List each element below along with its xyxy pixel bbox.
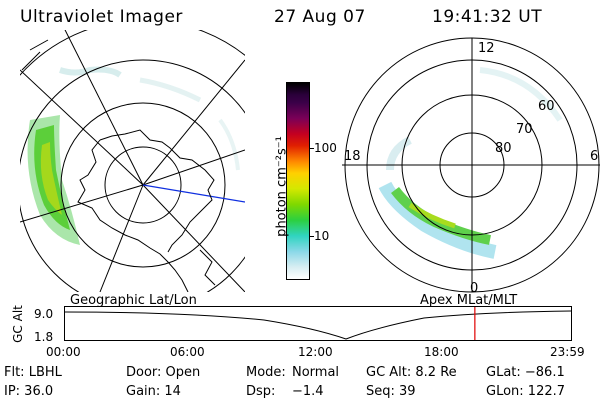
- geographic-map: [20, 30, 245, 292]
- mlat-label-80: 80: [495, 141, 512, 156]
- altitude-curve: [64, 310, 572, 340]
- alt-tick-9: 9.0: [34, 307, 54, 321]
- mode-value: Normal: [292, 365, 340, 380]
- mlt-label-18: 18: [344, 149, 361, 164]
- mlat-label-60: 60: [538, 99, 555, 114]
- colorbar-unit-label: photon cm⁻²s⁻¹: [274, 136, 290, 237]
- colorbar: [286, 82, 310, 280]
- antarctica-coastline: [77, 129, 215, 292]
- mlat-label-70: 70: [516, 122, 533, 137]
- mlt-label-6: 6: [590, 149, 598, 164]
- time-tick-0000: 00:00: [46, 345, 81, 359]
- seq-info: Seq: 39: [366, 384, 416, 399]
- time-tick-1200: 12:00: [298, 345, 333, 359]
- noon-meridian-line: [142, 184, 245, 203]
- glat-info: GLat: −86.1: [486, 365, 565, 380]
- app-title: Ultraviolet Imager: [20, 7, 183, 27]
- alt-tick-1-8: 1.8: [34, 330, 54, 344]
- date-label: 27 Aug 07: [274, 7, 366, 27]
- filter-info: Flt: LBHL: [4, 365, 62, 380]
- ip-info: IP: 36.0: [4, 384, 54, 399]
- mlt-label-0: 0: [470, 281, 478, 296]
- dsp-value: −1.4: [292, 384, 324, 399]
- time-tick-1800: 18:00: [424, 345, 459, 359]
- mode-label: Mode:: [246, 365, 286, 380]
- time-tick-2359: 23:59: [550, 345, 585, 359]
- dsp-label: Dsp:: [246, 384, 276, 399]
- time-tick-0600: 06:00: [170, 345, 205, 359]
- left-map-label: Geographic Lat/Lon: [70, 293, 197, 308]
- colorbar-tick-100: 100: [314, 141, 337, 155]
- altitude-axis-label: GC Alt: [11, 305, 25, 343]
- aurora-emission-right: [378, 67, 563, 259]
- glon-info: GLon: 122.7: [486, 384, 566, 399]
- door-info: Door: Open: [126, 365, 201, 380]
- apex-mlat-mlt-map: 12 18 6 0 60 70 80: [342, 37, 600, 296]
- time-label: 19:41:32 UT: [432, 7, 543, 27]
- colorbar-tick-10: 10: [314, 229, 330, 243]
- gain-info: Gain: 14: [126, 384, 181, 399]
- altitude-timeline-plot: [64, 306, 572, 341]
- right-map-label: Apex MLat/MLT: [420, 293, 518, 308]
- aurora-emission-left: [27, 66, 240, 245]
- gc-alt-info: GC Alt: 8.2 Re: [366, 365, 457, 380]
- mlt-label-12: 12: [478, 41, 495, 56]
